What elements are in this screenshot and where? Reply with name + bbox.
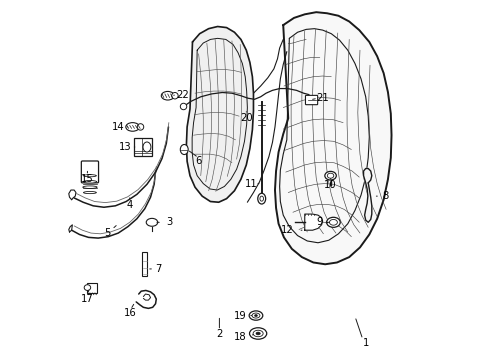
Text: 6: 6 bbox=[195, 156, 202, 166]
FancyBboxPatch shape bbox=[305, 95, 317, 105]
Text: 12: 12 bbox=[281, 225, 293, 235]
Ellipse shape bbox=[180, 144, 188, 154]
Polygon shape bbox=[186, 27, 253, 202]
Ellipse shape bbox=[161, 91, 174, 100]
FancyBboxPatch shape bbox=[134, 138, 152, 156]
Text: 11: 11 bbox=[244, 179, 257, 189]
Text: 22: 22 bbox=[176, 90, 189, 100]
Ellipse shape bbox=[260, 196, 263, 201]
Ellipse shape bbox=[83, 192, 96, 194]
FancyBboxPatch shape bbox=[142, 252, 147, 276]
Ellipse shape bbox=[83, 175, 96, 177]
Text: 1: 1 bbox=[363, 338, 369, 348]
Text: 2: 2 bbox=[216, 329, 222, 339]
Ellipse shape bbox=[326, 217, 340, 227]
FancyBboxPatch shape bbox=[86, 283, 97, 293]
FancyBboxPatch shape bbox=[81, 161, 99, 183]
Ellipse shape bbox=[171, 93, 178, 99]
Ellipse shape bbox=[84, 285, 90, 291]
Ellipse shape bbox=[82, 186, 97, 188]
Ellipse shape bbox=[255, 332, 260, 335]
Text: 17: 17 bbox=[81, 294, 94, 304]
Ellipse shape bbox=[137, 124, 143, 130]
Ellipse shape bbox=[324, 171, 336, 180]
Polygon shape bbox=[363, 168, 371, 222]
Text: 3: 3 bbox=[166, 217, 172, 227]
Text: 7: 7 bbox=[155, 264, 162, 274]
Ellipse shape bbox=[251, 313, 260, 318]
Ellipse shape bbox=[254, 315, 257, 317]
Ellipse shape bbox=[249, 328, 266, 339]
Text: 18: 18 bbox=[233, 332, 246, 342]
Text: 15: 15 bbox=[81, 174, 94, 184]
Ellipse shape bbox=[326, 173, 333, 178]
Text: 9: 9 bbox=[315, 217, 322, 227]
Text: 19: 19 bbox=[233, 311, 246, 320]
Text: 13: 13 bbox=[119, 142, 131, 152]
Ellipse shape bbox=[142, 142, 151, 152]
Ellipse shape bbox=[257, 193, 265, 204]
Polygon shape bbox=[304, 214, 322, 230]
Ellipse shape bbox=[329, 220, 337, 225]
Text: 5: 5 bbox=[104, 228, 110, 238]
Text: 10: 10 bbox=[324, 180, 336, 190]
Polygon shape bbox=[274, 12, 391, 264]
Ellipse shape bbox=[180, 103, 186, 110]
Text: 21: 21 bbox=[316, 93, 328, 103]
Text: 16: 16 bbox=[124, 309, 137, 318]
Text: 8: 8 bbox=[381, 191, 387, 201]
Ellipse shape bbox=[253, 330, 263, 337]
Ellipse shape bbox=[83, 180, 97, 183]
Text: 4: 4 bbox=[126, 200, 133, 210]
Ellipse shape bbox=[125, 123, 139, 131]
Text: 20: 20 bbox=[240, 113, 252, 123]
Text: 14: 14 bbox=[112, 122, 124, 132]
Ellipse shape bbox=[146, 219, 158, 226]
Ellipse shape bbox=[249, 311, 262, 320]
